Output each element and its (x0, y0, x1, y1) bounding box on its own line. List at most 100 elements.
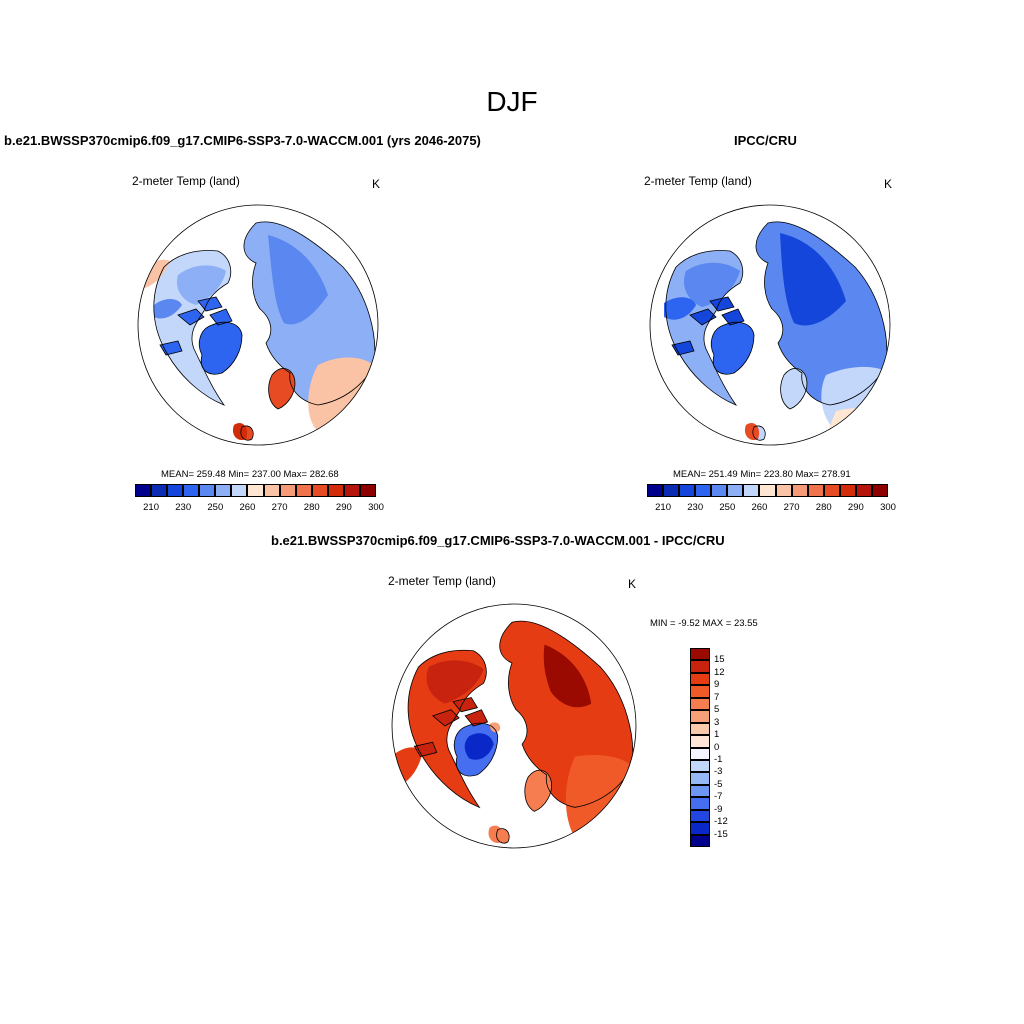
diff-colorbar-ticks: 15 12 9 7 5 3 1 0 -1 -3 -5 -7 -9 -12 -15 (714, 648, 754, 847)
model-colorbar-tick-label: 250 (207, 502, 224, 513)
model-colorbar (135, 484, 376, 497)
obs-colorbar-swatch (839, 484, 856, 497)
diff-units-label: K (628, 577, 637, 591)
obs-map (649, 204, 891, 446)
obs-colorbar-swatch (775, 484, 792, 497)
diff-map-boundary (391, 603, 637, 849)
obs-stats: MEAN= 251.49 Min= 223.80 Max= 278.91 (673, 469, 851, 480)
diff-colorbar-tick-label: 12 (714, 666, 725, 678)
obs-colorbar-swatch (663, 484, 680, 497)
diff-colorbar-swatch (690, 772, 710, 785)
obs-units-label: K (884, 177, 893, 191)
obs-colorbar-tick-label: 210 (655, 502, 671, 513)
obs-panel-title: IPCC/CRU (734, 133, 797, 148)
diff-colorbar-tick-label: -15 (714, 828, 728, 840)
model-colorbar-tick-label: 210 (143, 502, 159, 513)
diff-colorbar-swatch (690, 685, 710, 698)
diff-colorbar-tick-label: 1 (714, 729, 720, 741)
model-variable-label: 2-meter Temp (land) (132, 174, 240, 188)
diff-colorbar-swatch (690, 784, 710, 798)
obs-colorbar-swatch (727, 484, 744, 497)
diff-colorbar-tick-label: 15 (714, 654, 725, 666)
obs-colorbar-tick-label: 260 (751, 502, 768, 513)
model-panel-title: b.e21.BWSSP370cmip6.f09_g17.CMIP6-SSP3-7… (4, 133, 481, 148)
model-colorbar-tick-label: 280 (303, 502, 320, 513)
obs-map-boundary (649, 204, 891, 446)
obs-colorbar-swatch (679, 484, 696, 497)
model-colorbar-tick-label: 270 (271, 502, 288, 513)
model-colorbar-swatch (327, 484, 344, 497)
diff-map (391, 603, 637, 849)
model-colorbar-swatch (199, 484, 216, 497)
obs-variable-label: 2-meter Temp (land) (644, 174, 752, 188)
diff-colorbar-swatch (690, 759, 710, 773)
diff-colorbar-swatch (690, 672, 710, 686)
diff-colorbar-swatch (690, 797, 710, 810)
obs-colorbar-swatch (823, 484, 840, 497)
diff-colorbar-tick-label: -1 (714, 753, 723, 765)
obs-colorbar-swatch (711, 484, 728, 497)
model-colorbar-swatch (215, 484, 232, 497)
diff-colorbar-tick-label: 0 (714, 741, 720, 753)
model-colorbar-swatch (311, 484, 328, 497)
diff-colorbar-tick-label: -7 (714, 791, 723, 803)
main-title: DJF (486, 86, 538, 117)
obs-colorbar-swatch (791, 484, 808, 497)
diff-colorbar-swatch (690, 722, 710, 736)
diff-colorbar (690, 648, 710, 847)
diff-variable-label: 2-meter Temp (land) (388, 574, 496, 588)
diff-colorbar-tick-label: 5 (714, 704, 720, 716)
diff-stats: MIN = -9.52 MAX = 23.55 (650, 618, 758, 629)
obs-colorbar-swatch (807, 484, 824, 497)
model-colorbar-swatch (359, 484, 376, 497)
obs-colorbar (647, 484, 888, 497)
diff-colorbar-swatch (690, 735, 710, 748)
diff-colorbar-tick-label: 3 (714, 716, 720, 728)
diff-colorbar-swatch (690, 648, 710, 661)
obs-colorbar-tick-label: 230 (687, 502, 704, 513)
model-units-label: K (372, 177, 381, 191)
model-stats: MEAN= 259.48 Min= 237.00 Max= 282.68 (161, 469, 339, 480)
obs-colorbar-swatch (743, 484, 760, 497)
model-colorbar-tick-label: 290 (335, 502, 352, 513)
model-colorbar-swatch (231, 484, 248, 497)
obs-colorbar-swatch (695, 484, 712, 497)
model-colorbar-swatch (167, 484, 184, 497)
model-colorbar-swatch (247, 484, 264, 497)
diff-colorbar-tick-label: -12 (714, 816, 728, 828)
diff-colorbar-tick-label: -9 (714, 803, 723, 815)
diff-colorbar-swatch (690, 822, 710, 835)
model-colorbar-swatch (279, 484, 296, 497)
model-map-boundary (137, 204, 379, 446)
model-colorbar-swatch (183, 484, 200, 497)
model-colorbar-tick-label: 260 (239, 502, 256, 513)
obs-colorbar-swatch (647, 484, 664, 497)
diff-colorbar-tick-label: -3 (714, 766, 723, 778)
diff-colorbar-swatch (690, 710, 710, 723)
diff-colorbar-swatch (690, 697, 710, 711)
diff-colorbar-tick-label: 7 (714, 691, 720, 703)
diff-colorbar-swatch (690, 809, 710, 823)
obs-colorbar-tick-label: 280 (815, 502, 832, 513)
model-colorbar-tick-label: 300 (368, 502, 384, 513)
model-colorbar-ticks: 210 230 250 260 270 280 290 300 (135, 502, 384, 514)
model-colorbar-tick-label: 230 (175, 502, 192, 513)
obs-colorbar-swatch (871, 484, 888, 497)
diff-colorbar-swatch (690, 834, 710, 847)
diff-panel-title: b.e21.BWSSP370cmip6.f09_g17.CMIP6-SSP3-7… (271, 533, 725, 548)
model-colorbar-swatch (295, 484, 312, 497)
obs-colorbar-swatch (759, 484, 776, 497)
diff-colorbar-swatch (690, 660, 710, 673)
obs-colorbar-tick-label: 250 (719, 502, 736, 513)
diff-colorbar-swatch (690, 747, 710, 760)
obs-colorbar-ticks: 210 230 250 260 270 280 290 300 (647, 502, 896, 514)
obs-colorbar-tick-label: 300 (880, 502, 896, 513)
obs-colorbar-swatch (855, 484, 872, 497)
diff-colorbar-tick-label: 9 (714, 679, 720, 691)
model-colorbar-swatch (135, 484, 152, 497)
model-colorbar-swatch (151, 484, 168, 497)
model-colorbar-swatch (343, 484, 360, 497)
obs-colorbar-tick-label: 290 (847, 502, 864, 513)
model-colorbar-swatch (263, 484, 280, 497)
obs-colorbar-tick-label: 270 (783, 502, 800, 513)
